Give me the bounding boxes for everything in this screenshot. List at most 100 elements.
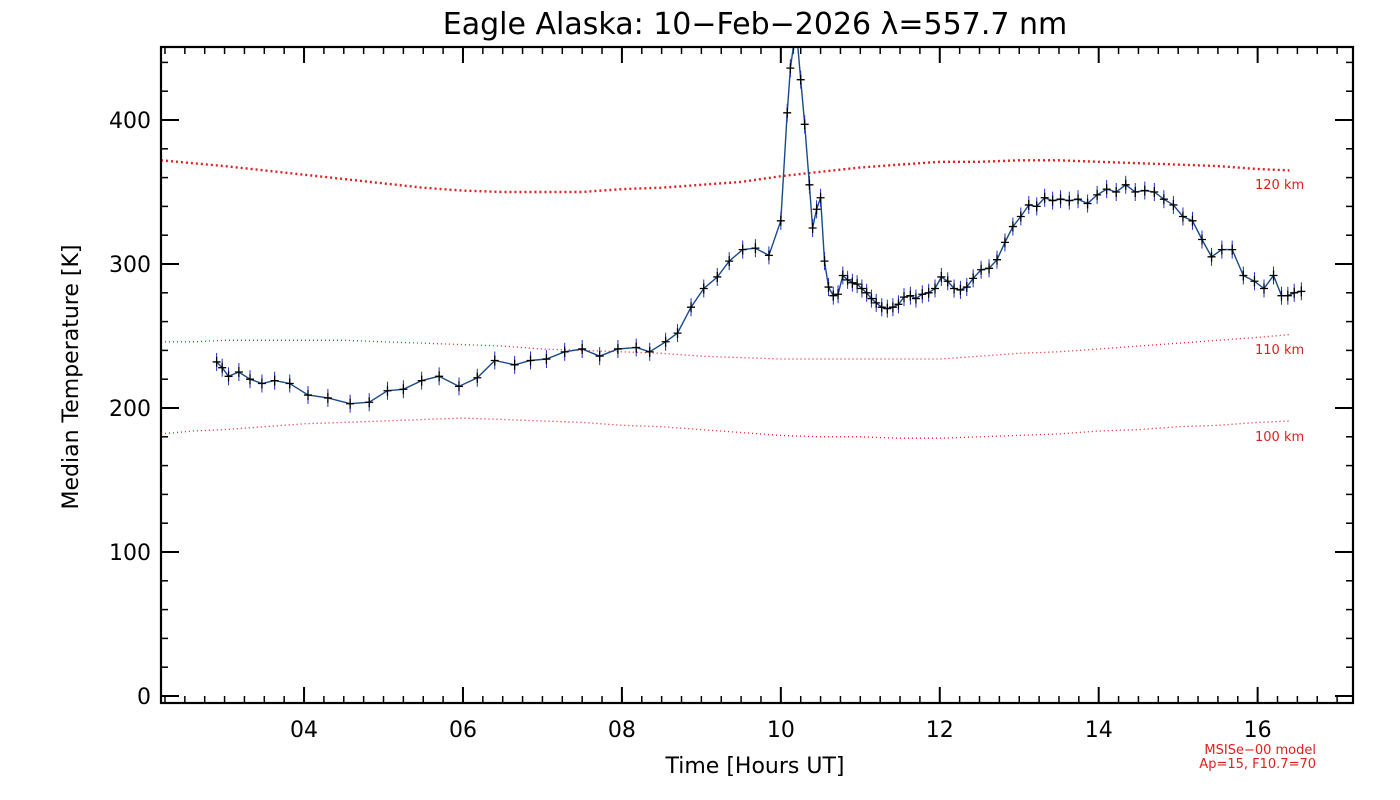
data-point — [218, 362, 227, 373]
data-point — [435, 371, 444, 382]
data-point — [595, 351, 604, 362]
measurement-marks — [212, 47, 1306, 413]
data-point — [943, 276, 952, 287]
data-point — [1112, 187, 1121, 197]
data-point — [848, 277, 857, 288]
y-tick-label: 0 — [137, 685, 151, 710]
data-point — [224, 371, 233, 382]
data-point — [346, 398, 355, 409]
data-point — [824, 282, 833, 293]
data-point — [1131, 187, 1140, 197]
data-point — [1269, 270, 1278, 281]
data-point — [473, 372, 482, 383]
data-point — [560, 346, 569, 357]
data-point — [323, 392, 332, 403]
data-point — [812, 204, 821, 215]
data-point — [257, 378, 266, 389]
data-point — [751, 243, 760, 254]
data-point — [1056, 194, 1065, 205]
data-point — [796, 74, 805, 85]
x-tick-label: 04 — [290, 718, 318, 743]
data-point — [924, 287, 933, 298]
data-point — [888, 302, 897, 313]
data-point — [1297, 286, 1306, 297]
data-point — [1083, 198, 1092, 209]
data-point — [911, 293, 920, 304]
plot-frame — [159, 45, 1355, 705]
y-tick-label: 100 — [109, 541, 151, 566]
data-point — [365, 397, 374, 408]
model-note-line-1: MSISe−00 model — [1204, 743, 1316, 758]
data-point — [246, 374, 255, 385]
data-point — [234, 367, 243, 377]
data-point — [1040, 192, 1049, 203]
y-tick-label: 200 — [109, 397, 151, 422]
data-point — [738, 244, 747, 255]
data-point — [853, 279, 862, 290]
data-point — [950, 283, 959, 294]
model-curve-120km — [160, 159, 1290, 194]
data-point — [1150, 187, 1159, 197]
data-point — [1008, 221, 1017, 232]
data-point — [992, 254, 1001, 265]
data-point — [399, 384, 408, 395]
data-point — [1169, 199, 1178, 210]
data-point — [829, 290, 838, 301]
data-point — [783, 107, 792, 118]
data-point — [906, 290, 915, 301]
data-point — [883, 303, 892, 314]
data-point — [786, 63, 795, 74]
data-point — [877, 302, 886, 313]
data-point — [857, 283, 866, 294]
data-point — [578, 343, 587, 354]
axes: 04 06 08 10 12 14 16 0 100 200 300 400 — [109, 47, 1353, 743]
data-point — [661, 336, 670, 347]
data-point — [725, 256, 734, 267]
x-axis-label: Time [Hours UT] — [665, 754, 845, 779]
data-point — [808, 223, 817, 233]
model-label-100km: 100 km — [1255, 430, 1304, 445]
model-note-line-2: Ap=15, F10.7=70 — [1199, 757, 1316, 772]
data-point — [800, 119, 809, 130]
data-point — [1000, 237, 1009, 248]
data-point — [1290, 287, 1299, 298]
data-point — [1260, 283, 1268, 294]
y-tick-label: 400 — [109, 109, 151, 134]
data-point — [962, 282, 971, 293]
y-tick-label: 300 — [109, 253, 151, 278]
data-point — [455, 381, 463, 392]
data-point — [699, 283, 708, 294]
data-point — [417, 375, 426, 386]
data-point — [687, 302, 696, 313]
data-point — [843, 274, 852, 285]
data-point — [776, 215, 785, 226]
data-point — [805, 179, 814, 190]
x-tick-label: 16 — [1244, 718, 1272, 743]
x-tick-label: 12 — [926, 718, 954, 743]
x-tick-label: 14 — [1085, 718, 1113, 743]
x-tick-label: 06 — [449, 718, 477, 743]
data-point — [969, 273, 978, 284]
data-point — [1159, 194, 1168, 205]
data-point — [713, 271, 722, 282]
data-point — [1016, 211, 1025, 222]
model-curves — [160, 159, 1290, 439]
data-point — [510, 359, 519, 370]
data-point — [1198, 234, 1207, 245]
model-label-120km: 120 km — [1255, 178, 1304, 193]
data-point — [383, 385, 392, 396]
data-point — [862, 287, 871, 298]
data-point — [894, 299, 903, 310]
x-tick-label: 08 — [608, 718, 636, 743]
data-point — [1207, 251, 1216, 262]
measurement-series — [212, 47, 1306, 413]
data-point — [1093, 189, 1102, 200]
data-point — [872, 297, 881, 308]
data-point — [931, 283, 940, 294]
data-point — [937, 271, 946, 282]
data-point — [645, 346, 654, 357]
data-point — [792, 47, 795, 51]
data-point — [977, 264, 986, 275]
x-tick-label: 10 — [767, 718, 795, 743]
